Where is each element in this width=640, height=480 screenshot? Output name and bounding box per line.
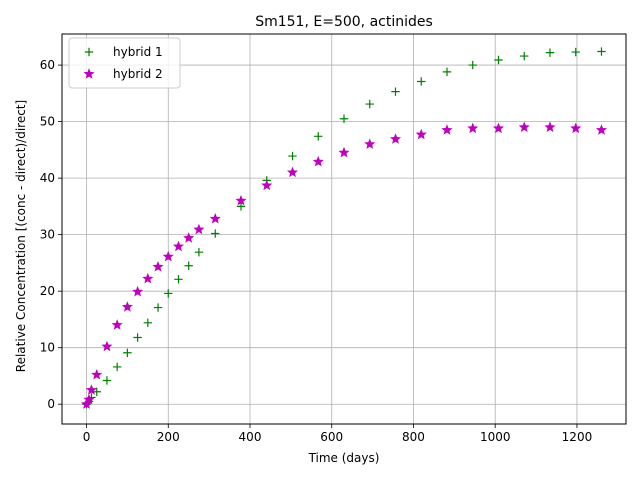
data-point: [389, 133, 402, 144]
legend-label-hybrid-2: hybrid 2: [113, 67, 163, 81]
x-tick-label: 600: [320, 430, 343, 444]
data-point: [314, 132, 323, 141]
legend-entries: hybrid 1 hybrid 2: [83, 45, 163, 81]
data-point: [184, 261, 193, 270]
data-point: [365, 99, 374, 109]
data-point: [112, 362, 122, 372]
data-point: [595, 124, 607, 135]
data-point: [236, 202, 246, 211]
data-point: [162, 250, 174, 262]
y-axis-label: Relative Concentration [(conc - direct)/…: [14, 100, 28, 372]
data-point: [339, 114, 349, 123]
data-point: [133, 333, 142, 342]
data-point: [286, 166, 299, 178]
data-point: [338, 146, 350, 158]
data-point: [415, 128, 427, 140]
data-point: [570, 122, 582, 134]
series-layer: [81, 47, 607, 409]
data-point: [261, 179, 273, 191]
y-tick-label: 0: [47, 397, 55, 411]
data-point: [467, 122, 479, 134]
legend-marker-1: [84, 47, 94, 57]
legend: hybrid 1 hybrid 2: [68, 37, 181, 89]
data-point: [442, 67, 452, 77]
data-point: [152, 261, 164, 272]
x-tick-label: 1200: [562, 430, 593, 444]
legend-label-hybrid-1: hybrid 1: [113, 45, 163, 59]
x-tick-label: 200: [157, 430, 180, 444]
x-tick-label: 800: [402, 430, 425, 444]
y-tick-label: 40: [40, 171, 55, 185]
legend-marker-2: [83, 68, 95, 79]
data-point: [85, 384, 97, 395]
data-point: [288, 151, 297, 161]
legend-box: [68, 37, 181, 89]
data-point: [545, 48, 555, 57]
data-point: [494, 55, 503, 65]
chart-title: Sm151, E=500, actinides: [255, 14, 433, 30]
data-point: [194, 247, 204, 257]
data-point: [520, 51, 529, 61]
x-tick-label: 0: [83, 430, 91, 444]
y-tick-label: 50: [40, 115, 55, 129]
data-point: [153, 303, 163, 312]
data-point: [211, 229, 220, 238]
grid: [62, 34, 626, 424]
data-point: [597, 47, 606, 56]
data-point: [193, 223, 205, 235]
data-point: [172, 240, 184, 252]
data-point: [417, 77, 426, 86]
x-tick-label: 400: [239, 430, 262, 444]
axes-frame: [61, 33, 627, 425]
data-point: [571, 47, 580, 57]
data-point: [544, 121, 556, 132]
y-tick-label: 10: [40, 341, 55, 355]
ticks: 0 200 400 600 800 1000 1200 0 10 20 30 40 50 60: [40, 58, 593, 444]
data-point: [391, 87, 400, 96]
data-point: [441, 124, 453, 135]
data-point: [143, 318, 153, 328]
data-point: [102, 376, 112, 385]
data-point: [101, 340, 113, 352]
plot-area: 0 200 400 600 800 1000 1200 0 10 20 30 40 50 60: [40, 33, 627, 444]
data-point: [132, 285, 144, 297]
x-tick-label: 1000: [480, 430, 511, 444]
y-tick-label: 20: [40, 284, 55, 298]
y-tick-label: 30: [40, 228, 55, 242]
axes-background: [62, 34, 626, 424]
data-point: [111, 319, 123, 330]
data-point: [174, 275, 183, 284]
data-point: [121, 301, 133, 312]
data-point: [518, 121, 530, 132]
data-point: [83, 393, 95, 405]
data-point: [364, 138, 376, 149]
data-point: [492, 122, 505, 134]
data-point: [142, 272, 154, 284]
data-point: [235, 194, 247, 206]
data-point: [209, 213, 221, 224]
data-point: [91, 369, 103, 380]
data-point: [164, 289, 173, 298]
series-2: [81, 121, 607, 409]
data-point: [468, 60, 477, 70]
data-point: [312, 155, 324, 167]
data-point: [183, 232, 195, 243]
data-point: [123, 348, 132, 357]
y-tick-label: 60: [40, 58, 55, 72]
x-axis-label: Time (days): [308, 451, 380, 465]
